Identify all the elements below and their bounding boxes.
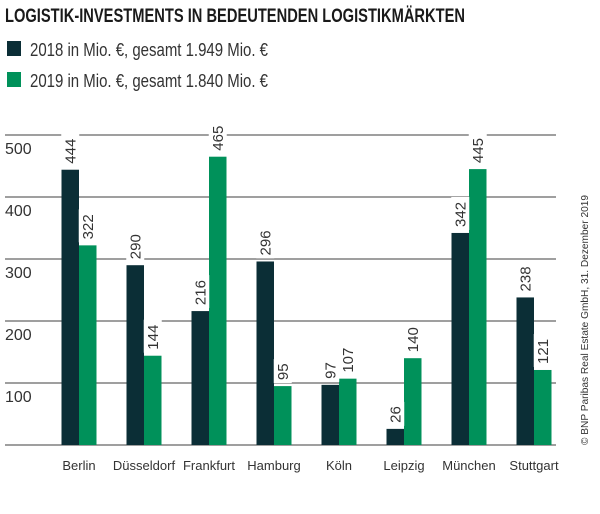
legend-label-2019: 2019 in Mio. €, gesamt 1.840 Mio. € (30, 71, 268, 91)
value-label-background (321, 357, 340, 382)
value-label-background (143, 319, 162, 353)
legend-swatch-2018 (7, 41, 21, 56)
bar-2019-hamburg (274, 386, 292, 445)
value-label: 238 (517, 266, 534, 291)
value-label: 290 (127, 234, 144, 259)
value-label-background (126, 229, 145, 263)
y-tick-label: 500 (5, 141, 32, 158)
value-label: 144 (145, 325, 162, 350)
x-tick-label: München (442, 458, 495, 473)
bar-2018-stuttgart (516, 297, 534, 445)
value-label: 465 (210, 126, 227, 151)
bar-2018-hamburg (256, 261, 274, 445)
bar-2019-frankfurt (209, 156, 227, 445)
y-tick-label: 400 (5, 203, 32, 220)
value-label-background (78, 209, 97, 243)
value-label-background (533, 333, 552, 367)
legend-swatch-2019 (7, 72, 21, 87)
value-label: 97 (322, 362, 339, 379)
value-label-background (208, 120, 227, 154)
y-tick-label: 200 (5, 327, 32, 344)
value-label-background (386, 401, 405, 426)
value-label-background (468, 133, 487, 167)
value-label: 322 (80, 214, 97, 239)
value-label: 140 (405, 327, 422, 352)
x-tick-label: Köln (326, 458, 352, 473)
bar-2019-köln (339, 378, 357, 445)
bar-2018-düsseldorf (126, 265, 144, 445)
value-label: 444 (62, 139, 79, 164)
value-label-background (61, 133, 80, 167)
x-tick-label: Hamburg (247, 458, 300, 473)
value-label: 26 (387, 406, 404, 423)
value-label-background (191, 275, 210, 309)
bar-2018-berlin (61, 169, 79, 445)
bar-2019-düsseldorf (144, 355, 162, 445)
value-label: 342 (452, 202, 469, 227)
chart-title: LOGISTIK-INVESTMENTS IN BEDEUTENDEN LOGI… (5, 6, 465, 27)
value-label-background (403, 322, 422, 356)
source-note: © BNP Paribas Real Estate GmbH, 31. Deze… (580, 195, 591, 445)
bar-2018-leipzig (386, 428, 404, 445)
value-label: 445 (470, 138, 487, 163)
value-label-background (338, 342, 357, 376)
bar-2018-frankfurt (191, 311, 209, 445)
x-tick-label: Leipzig (383, 458, 424, 473)
value-label: 121 (535, 339, 552, 364)
value-label: 95 (275, 363, 292, 380)
bar-2018-münchen (451, 232, 469, 445)
value-label-background (273, 359, 292, 384)
bar-2018-köln (321, 384, 339, 445)
y-tick-label: 100 (5, 389, 32, 406)
y-tick-label: 300 (5, 265, 32, 282)
x-tick-label: Stuttgart (509, 458, 559, 473)
value-label-background (451, 196, 470, 230)
bar-2019-münchen (469, 169, 487, 445)
x-tick-label: Frankfurt (183, 458, 235, 473)
value-label: 296 (257, 230, 274, 255)
x-tick-label: Düsseldorf (113, 458, 176, 473)
value-label: 107 (340, 348, 357, 373)
bar-2019-leipzig (404, 358, 422, 445)
bar-2019-berlin (79, 245, 97, 445)
x-tick-label: Berlin (62, 458, 95, 473)
bar-2019-stuttgart (534, 369, 552, 445)
value-label: 216 (192, 280, 209, 305)
value-label-background (516, 261, 535, 295)
legend-label-2018: 2018 in Mio. €, gesamt 1.949 Mio. € (30, 40, 268, 60)
value-label-background (256, 225, 275, 259)
